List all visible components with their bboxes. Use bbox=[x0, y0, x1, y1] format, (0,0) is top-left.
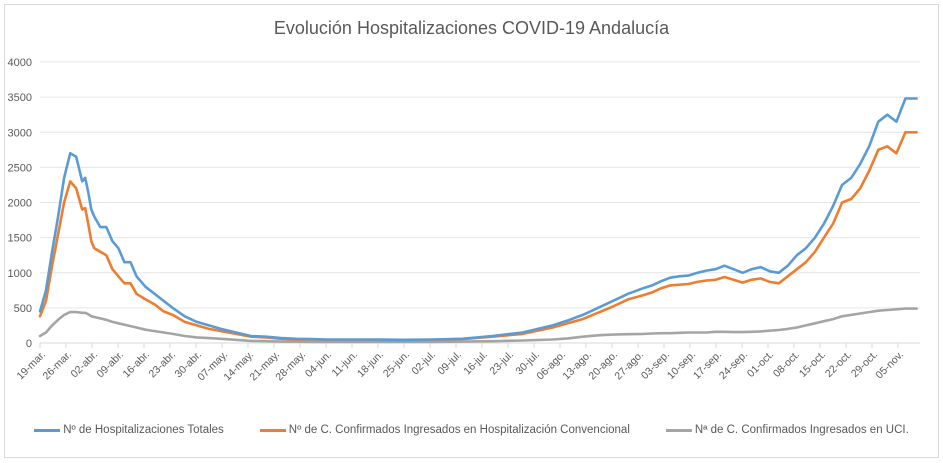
series-line-convencional bbox=[38, 131, 918, 342]
legend-swatch-convencional bbox=[259, 428, 286, 432]
legend-item-convencional[interactable]: Nº de C. Confirmados Ingresados en Hospi… bbox=[259, 424, 630, 436]
x-tick-label: 09-abr. bbox=[95, 349, 127, 381]
y-tick-label: 1000 bbox=[8, 268, 32, 280]
x-tick-label: 24-sep. bbox=[717, 349, 750, 382]
y-tick-label: 2500 bbox=[8, 162, 32, 174]
x-tick-label: 26-mar. bbox=[40, 349, 74, 383]
x-tick-label: 25-jun. bbox=[381, 349, 412, 380]
y-tick-label: 1500 bbox=[8, 233, 32, 245]
x-tick-label: 02-abr. bbox=[69, 349, 101, 381]
x-tick-label: 04-jun. bbox=[303, 349, 334, 380]
x-tick-label: 01-oct. bbox=[745, 349, 776, 380]
series-line-uci bbox=[38, 307, 918, 344]
y-tick-label: 0 bbox=[26, 338, 32, 350]
x-tick-label: 02-jul. bbox=[409, 349, 438, 378]
x-tick-label: 23-jul. bbox=[487, 349, 516, 378]
x-tick-label: 22-oct. bbox=[823, 349, 854, 380]
y-tick-label: 4000 bbox=[8, 57, 32, 69]
legend-swatch-uci bbox=[665, 428, 692, 432]
legend-label-totales: Nº de Hospitalizaciones Totales bbox=[63, 424, 224, 436]
y-tick-label: 3500 bbox=[8, 92, 32, 104]
x-tick-label: 18-jun. bbox=[355, 349, 386, 380]
x-tick-label: 15-oct. bbox=[797, 349, 828, 380]
x-tick-label: 23-abr. bbox=[147, 349, 179, 381]
x-tick-label: 16-abr. bbox=[121, 349, 153, 381]
x-tick-label: 08-oct. bbox=[771, 349, 802, 380]
legend-item-uci[interactable]: Nª de C. Confirmados Ingresados en UCI. bbox=[665, 424, 909, 436]
series-line-totales bbox=[38, 97, 918, 342]
y-tick-label: 3000 bbox=[8, 127, 32, 139]
x-tick-label: 11-jun. bbox=[329, 349, 360, 380]
legend-label-uci: Nª de C. Confirmados Ingresados en UCI. bbox=[694, 424, 909, 436]
x-tick-label: 09-jul. bbox=[435, 349, 464, 378]
legend-label-convencional: Nº de C. Confirmados Ingresados en Hospi… bbox=[288, 424, 630, 436]
chart-title: Evolución Hospitalizaciones COVID-19 And… bbox=[273, 18, 670, 38]
y-tick-label: 2000 bbox=[8, 198, 32, 210]
x-tick-label: 16-jul. bbox=[461, 349, 490, 378]
legend-item-totales[interactable]: Nº de Hospitalizaciones Totales bbox=[34, 424, 224, 436]
x-tick-label: 05-nov. bbox=[873, 349, 906, 382]
legend-swatch-totales bbox=[34, 428, 61, 432]
x-tick-label: 27-ago. bbox=[612, 349, 646, 383]
chart-legend: Nº de Hospitalizaciones Totales Nº de C.… bbox=[0, 424, 943, 436]
y-tick-label: 500 bbox=[14, 303, 32, 315]
chart-frame bbox=[4, 4, 939, 458]
